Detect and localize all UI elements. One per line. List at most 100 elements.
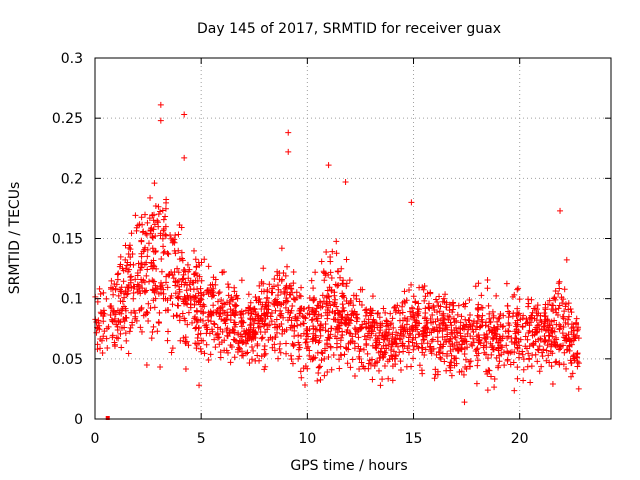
y-axis-label: SRMTID / TECUs — [7, 182, 23, 295]
data-point — [318, 312, 325, 319]
data-point — [570, 324, 577, 331]
data-point — [163, 279, 170, 286]
data-point — [144, 253, 151, 260]
data-point — [308, 277, 315, 284]
data-point — [264, 295, 271, 302]
data-point — [359, 286, 366, 293]
data-point — [318, 258, 325, 265]
data-point — [216, 289, 223, 296]
data-point — [493, 354, 500, 361]
data-point — [296, 310, 303, 317]
data-point — [365, 330, 372, 337]
data-point — [473, 320, 480, 327]
data-point — [541, 333, 548, 340]
data-point — [135, 282, 142, 289]
data-point — [126, 244, 133, 251]
data-point — [295, 332, 302, 339]
data-point — [520, 366, 527, 373]
data-point — [268, 289, 275, 296]
data-point — [491, 384, 498, 391]
axis-ticks — [94, 57, 611, 420]
data-point — [175, 247, 182, 254]
data-point — [125, 284, 132, 291]
data-point — [231, 323, 238, 330]
data-point — [549, 333, 556, 340]
data-point — [175, 231, 182, 238]
data-points — [92, 101, 582, 420]
data-point — [526, 327, 533, 334]
data-point — [201, 350, 208, 357]
data-point — [363, 342, 370, 349]
data-point — [556, 285, 563, 292]
data-point — [436, 308, 443, 315]
data-point — [439, 298, 446, 305]
data-point — [109, 334, 116, 341]
data-point — [318, 357, 325, 364]
data-point — [515, 285, 522, 292]
data-point — [365, 360, 372, 367]
data-point — [390, 348, 397, 355]
data-point — [305, 305, 312, 312]
data-point — [283, 284, 290, 291]
data-point — [498, 351, 505, 358]
data-point — [556, 346, 563, 353]
data-point — [196, 382, 203, 389]
data-point — [358, 302, 365, 309]
data-point — [110, 291, 117, 298]
data-point — [251, 305, 258, 312]
data-point — [524, 363, 531, 370]
data-point — [121, 290, 128, 297]
data-point — [346, 277, 353, 284]
data-point — [194, 335, 201, 341]
data-point — [526, 355, 533, 362]
data-point — [142, 289, 149, 296]
data-point — [444, 313, 451, 320]
data-point — [244, 349, 251, 356]
data-point — [404, 315, 411, 322]
data-point — [371, 319, 378, 326]
data-point — [125, 350, 132, 357]
data-point — [107, 312, 114, 319]
data-point — [568, 309, 575, 316]
data-point — [484, 277, 491, 284]
data-point — [324, 315, 331, 322]
data-point — [307, 356, 314, 363]
data-point — [333, 238, 340, 245]
data-point — [341, 294, 348, 301]
data-point — [288, 356, 295, 363]
data-point — [534, 322, 541, 329]
data-point — [252, 334, 259, 341]
data-point — [454, 311, 461, 318]
data-point — [552, 334, 559, 341]
data-point — [315, 369, 322, 376]
data-point — [421, 352, 428, 359]
x-tick-labels: 0 5 10 15 20 — [91, 431, 529, 447]
data-point — [117, 261, 124, 268]
data-point — [135, 260, 142, 267]
data-point — [103, 335, 110, 342]
data-point — [111, 280, 118, 287]
data-point — [574, 363, 581, 370]
data-point — [165, 251, 172, 258]
data-point — [227, 297, 234, 304]
data-point — [484, 387, 491, 394]
data-point — [304, 310, 311, 317]
data-point — [402, 299, 409, 306]
data-point — [383, 317, 390, 324]
data-point — [127, 274, 134, 281]
data-point — [416, 362, 423, 369]
data-point — [247, 299, 254, 306]
x-tick-label: 5 — [197, 431, 206, 447]
data-point — [126, 242, 133, 249]
data-point — [150, 297, 157, 304]
data-point — [570, 352, 577, 359]
data-point — [169, 301, 176, 308]
data-point — [560, 342, 567, 349]
data-point — [254, 352, 261, 359]
data-point — [162, 307, 169, 314]
data-point — [160, 243, 167, 250]
chart-title: Day 145 of 2017, SRMTID for receiver gua… — [197, 21, 501, 37]
data-point — [282, 285, 289, 292]
data-point — [170, 275, 177, 282]
data-point — [537, 312, 544, 319]
